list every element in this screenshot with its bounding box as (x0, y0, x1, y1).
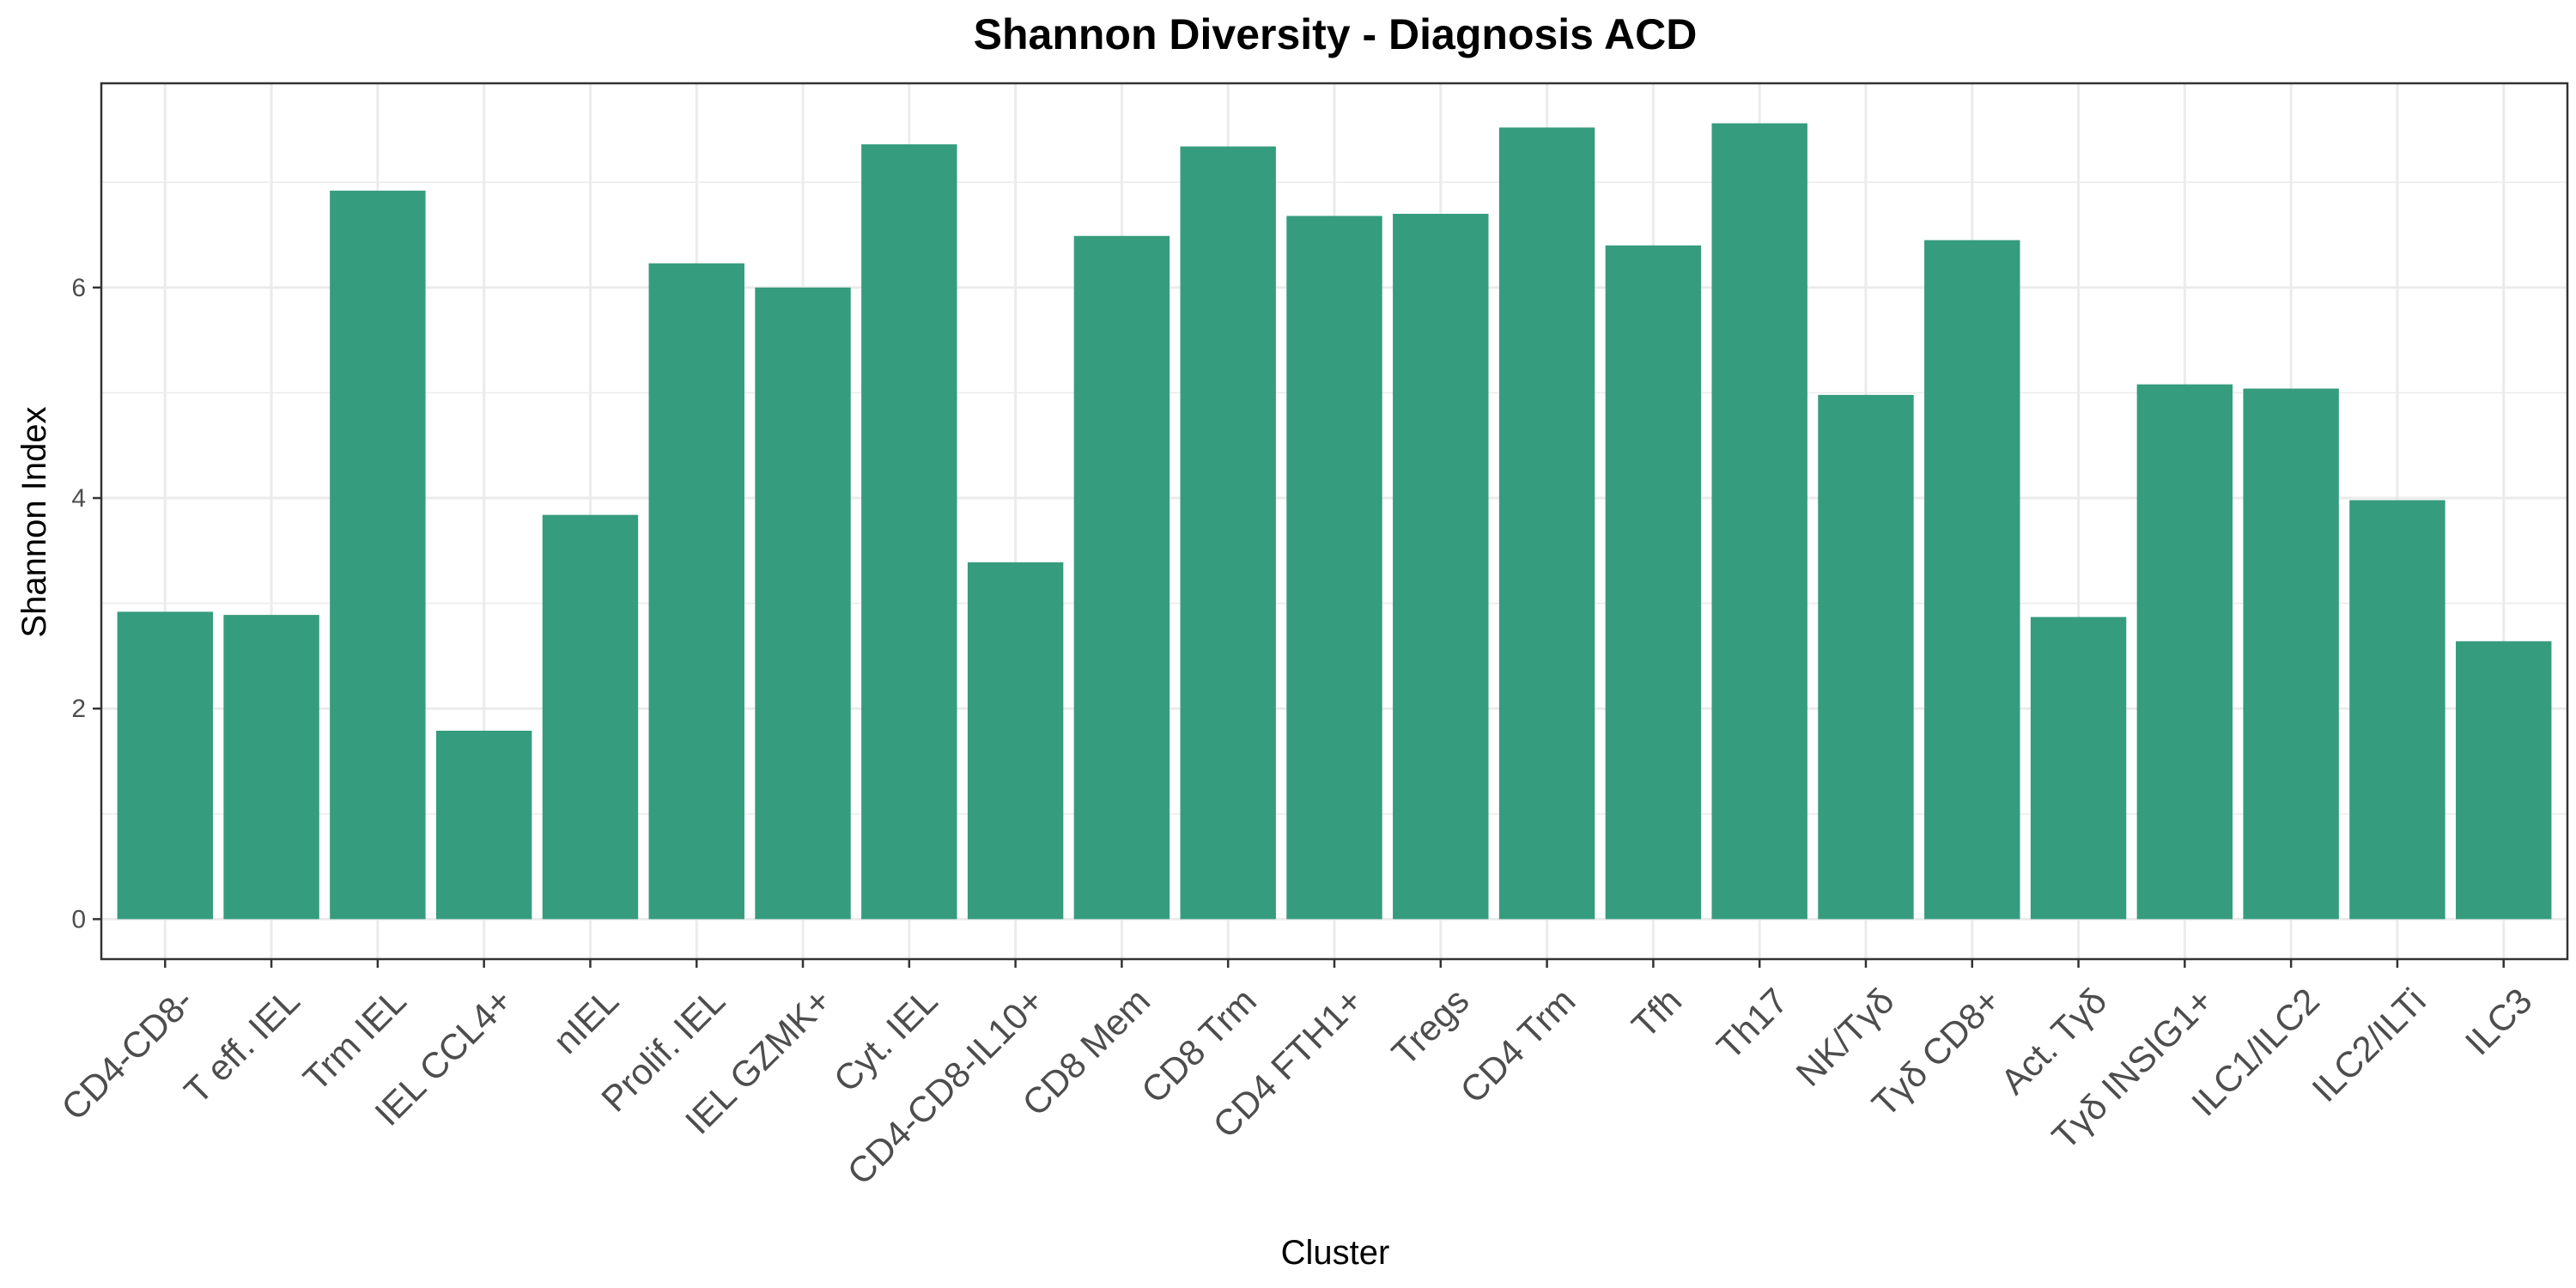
bar (2136, 384, 2233, 920)
bar (1393, 214, 1489, 920)
bars (117, 123, 2552, 920)
x-tick-label: ILC3 (2458, 981, 2540, 1063)
y-axis-ticks: 0 2 4 6 (71, 274, 101, 933)
bar (2456, 641, 2552, 920)
x-tick-label: T eff. IEL (176, 981, 307, 1112)
x-tick-label: Tfh (1624, 981, 1689, 1046)
bar (117, 611, 213, 920)
bar (1818, 394, 1914, 920)
bar (1711, 123, 1807, 920)
bar (1924, 240, 2020, 920)
x-tick-label: Th17 (1709, 981, 1795, 1067)
bar (435, 730, 532, 920)
x-axis-title: Cluster (1281, 1234, 1390, 1272)
y-axis-title: Shannon Index (15, 406, 53, 637)
bar (1605, 245, 1702, 920)
bar (2030, 617, 2127, 920)
x-tick-label: ILC2/ILTi (2304, 981, 2433, 1109)
bar (861, 144, 957, 920)
bar (1073, 235, 1170, 920)
bar (967, 562, 1064, 920)
bar (2243, 388, 2339, 920)
bar (1180, 146, 1276, 920)
bar (542, 514, 639, 920)
y-tick-label: 4 (71, 484, 86, 513)
x-tick-label: CD4-CD8-IL10+ (839, 981, 1051, 1193)
x-tick-label: CD4-CD8- (53, 981, 201, 1128)
chart-title: Shannon Diversity - Diagnosis ACD (974, 10, 1698, 58)
bar (223, 615, 319, 920)
y-tick-label: 0 (71, 905, 86, 933)
bar (330, 191, 426, 920)
x-tick-label: nIEL (545, 981, 626, 1061)
bar (648, 263, 744, 920)
bar (1498, 127, 1595, 920)
x-tick-label: Tregs (1384, 981, 1477, 1073)
bar (2349, 500, 2445, 920)
x-tick-label: CD4 Trm (1452, 981, 1583, 1111)
y-tick-label: 2 (71, 695, 86, 723)
y-tick-label: 6 (71, 274, 86, 302)
bar (1286, 216, 1382, 920)
bar (755, 287, 851, 920)
